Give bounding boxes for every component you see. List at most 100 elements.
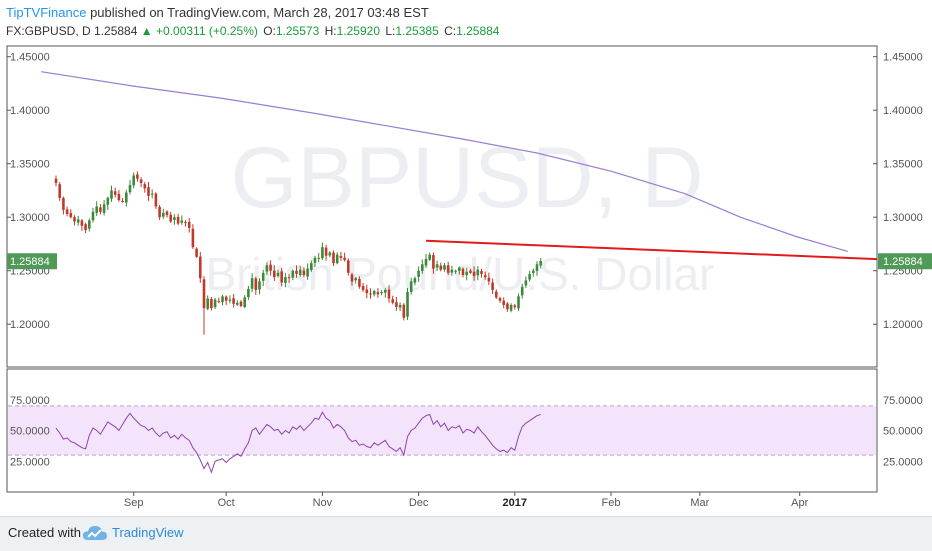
candle-body xyxy=(354,278,357,281)
price-axis-label-left: 1.45000 xyxy=(10,52,50,64)
candle-body xyxy=(191,228,195,248)
candle-body xyxy=(361,286,365,290)
candle-body xyxy=(395,302,398,308)
price-pane xyxy=(6,45,878,368)
candle-body xyxy=(58,184,61,198)
candle-body xyxy=(421,264,424,271)
candle-body xyxy=(465,271,468,276)
candle-body xyxy=(528,273,531,280)
candle-body xyxy=(180,220,184,223)
candle-body xyxy=(487,277,491,282)
candle-body xyxy=(132,175,135,186)
candle-body xyxy=(210,298,213,309)
candle-body xyxy=(520,286,524,296)
candle-body xyxy=(458,267,461,271)
candle-body xyxy=(184,221,187,223)
candle-body xyxy=(232,298,235,304)
candle-body xyxy=(409,281,413,293)
candle-body xyxy=(150,193,154,195)
candle-body xyxy=(450,269,454,273)
candle-body xyxy=(280,271,283,283)
candle-body xyxy=(95,206,98,213)
candle-body xyxy=(147,187,150,196)
candle-body xyxy=(261,272,265,281)
candle-body xyxy=(391,299,394,303)
last-price-tag-right xyxy=(878,253,932,270)
candle-body xyxy=(250,278,254,289)
candle-body xyxy=(106,197,110,205)
candle-body xyxy=(243,297,246,308)
candle-body xyxy=(446,265,450,273)
price-axis-label-left: 1.40000 xyxy=(10,105,50,117)
open-value: 1.25573 xyxy=(275,24,320,38)
candles xyxy=(54,171,542,321)
candle-body xyxy=(206,298,209,309)
candle-body xyxy=(495,291,498,298)
candle-body xyxy=(258,281,261,290)
date-axis-label: Nov xyxy=(313,497,333,509)
candle-body xyxy=(247,288,250,298)
rsi-axis-label-right: 75.0000 xyxy=(883,395,923,407)
candle-body xyxy=(273,270,276,278)
last-price: 1.25884 xyxy=(94,24,138,38)
price-axis-label-right: 1.35000 xyxy=(883,159,923,171)
candle-body xyxy=(313,257,317,263)
rsi-axis-label-left: 50.0000 xyxy=(10,426,50,438)
candle-body xyxy=(347,260,350,273)
candle-body xyxy=(532,270,535,274)
candle-body xyxy=(432,255,435,269)
candle-body xyxy=(302,270,306,275)
candle-body xyxy=(387,289,391,299)
candle-body xyxy=(291,270,295,278)
candle-body xyxy=(158,206,161,218)
candle-body xyxy=(350,274,354,282)
publisher-name[interactable]: TipTVFinance xyxy=(6,5,87,20)
watermark-symbol: GBPUSD, D xyxy=(230,130,703,226)
high-value: 1.25920 xyxy=(336,24,380,38)
candle-body xyxy=(502,300,505,305)
candle-body xyxy=(402,304,406,318)
candle-body xyxy=(69,213,73,218)
candle-body xyxy=(369,293,372,295)
candle-body xyxy=(443,265,446,270)
candle-body xyxy=(339,256,343,258)
candle-body xyxy=(62,197,65,210)
date-axis-label: Dec xyxy=(409,497,429,509)
candle-body xyxy=(65,209,69,214)
change-value: +0.00311 (+0.25%) xyxy=(156,24,258,38)
date-axis-label: 2017 xyxy=(503,497,527,509)
chart-canvas[interactable]: GBPUSD, D British Pound/U.S. Dollar 1.4500… xyxy=(0,0,932,516)
symbol-label: FX:GBPUSD, D xyxy=(6,24,91,38)
candle-body xyxy=(335,254,339,264)
candle-body xyxy=(287,277,291,279)
candle-body xyxy=(424,258,428,266)
date-axis-label: Apr xyxy=(791,497,808,509)
candle-body xyxy=(128,185,132,193)
tradingview-link[interactable]: TradingView xyxy=(112,525,184,540)
candle-body xyxy=(328,252,332,256)
rsi-axis-label-right: 25.0000 xyxy=(883,456,923,468)
candle-body xyxy=(187,221,191,228)
candle-body xyxy=(217,301,221,303)
rsi-axis-label-left: 25.0000 xyxy=(10,456,50,468)
candle-body xyxy=(435,264,439,268)
candle-body xyxy=(535,264,539,271)
date-axis-label: Feb xyxy=(602,497,621,509)
candle-body xyxy=(221,296,224,303)
candle-body xyxy=(461,268,465,275)
candle-body xyxy=(376,292,380,295)
candle-body xyxy=(384,289,387,293)
candle-body xyxy=(295,270,298,274)
date-axis-label: Oct xyxy=(218,497,235,509)
price-axis-label-left: 1.30000 xyxy=(10,212,50,224)
candle-body xyxy=(102,204,106,213)
date-axis-label: Mar xyxy=(690,497,709,509)
candle-body xyxy=(517,296,520,309)
candle-body xyxy=(539,261,542,266)
rsi-axis-label-right: 50.0000 xyxy=(883,426,923,438)
candle-body xyxy=(80,220,84,226)
candle-body xyxy=(284,277,287,283)
candle-body xyxy=(165,211,169,216)
candle-body xyxy=(110,190,113,199)
low-value: 1.25385 xyxy=(395,24,439,38)
